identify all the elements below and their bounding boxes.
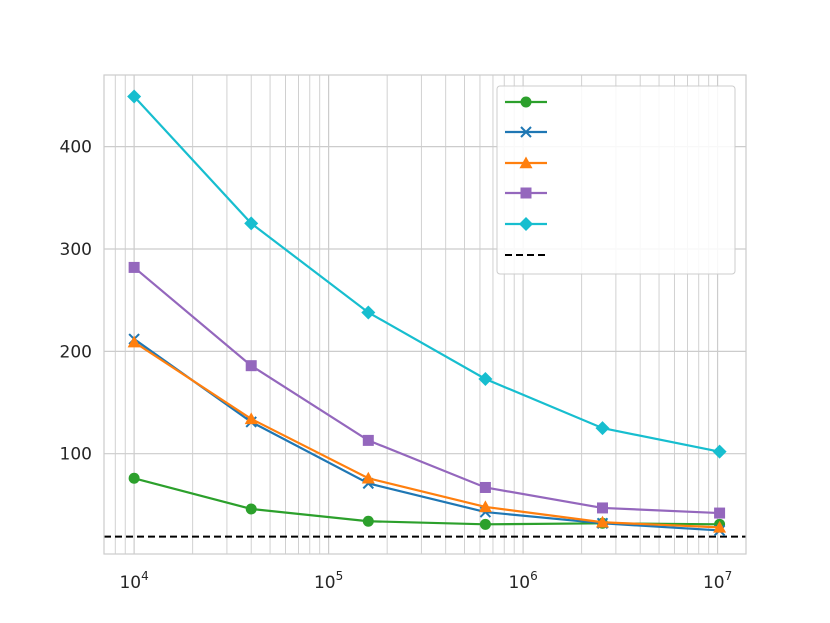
data-point: [713, 520, 727, 533]
series-line: [133, 95, 720, 453]
tick-labels: 100 200 300 400 104 105 106 107: [60, 138, 733, 593]
data-point: [128, 472, 140, 484]
series-line: [133, 338, 720, 532]
x-tick-label: 107: [703, 569, 732, 593]
legend-entry: [505, 156, 547, 169]
data-point: [479, 518, 491, 530]
data-point: [244, 216, 259, 231]
series-3: [127, 335, 727, 533]
x-tick-label: 106: [508, 569, 537, 593]
legend-entry: [505, 217, 547, 231]
data-point: [245, 360, 257, 372]
data-point: [712, 444, 727, 459]
legend-entry: [505, 126, 547, 138]
series-line: [133, 341, 720, 529]
series-5: [127, 89, 727, 459]
x-tick-label: 104: [119, 569, 148, 593]
legend-marker: [520, 126, 532, 138]
legend: [496, 85, 736, 275]
data-point: [361, 305, 376, 320]
x-stroke: [520, 126, 532, 138]
y-tick-label: 400: [60, 138, 92, 158]
data-point: [361, 471, 375, 484]
data-point: [244, 412, 258, 425]
data-point: [128, 261, 140, 273]
legend-marker: [520, 187, 532, 199]
x-tick-label: 105: [314, 569, 343, 593]
data-point: [127, 89, 142, 104]
y-tick-label: 300: [60, 240, 92, 260]
legend-marker: [519, 156, 533, 169]
legend-marker: [520, 96, 532, 108]
legend-entry: [505, 187, 547, 199]
data-point: [245, 503, 257, 515]
y-tick-label: 200: [60, 342, 92, 362]
series-layer: [127, 89, 727, 537]
data-point: [714, 507, 726, 519]
plot-frame: [103, 74, 747, 555]
legend-box: [496, 85, 736, 275]
data-point: [478, 371, 493, 386]
data-point: [479, 481, 491, 493]
data-point: [362, 515, 374, 527]
data-point: [478, 500, 492, 513]
data-point: [595, 515, 609, 528]
legend-marker: [519, 217, 533, 231]
data-point: [362, 434, 374, 446]
data-point: [127, 335, 141, 348]
series-line: [133, 266, 720, 515]
legend-entry: [505, 96, 547, 108]
data-point: [596, 502, 608, 514]
series-4: [128, 261, 726, 519]
data-point: [595, 421, 610, 436]
y-tick-label: 100: [60, 445, 92, 465]
